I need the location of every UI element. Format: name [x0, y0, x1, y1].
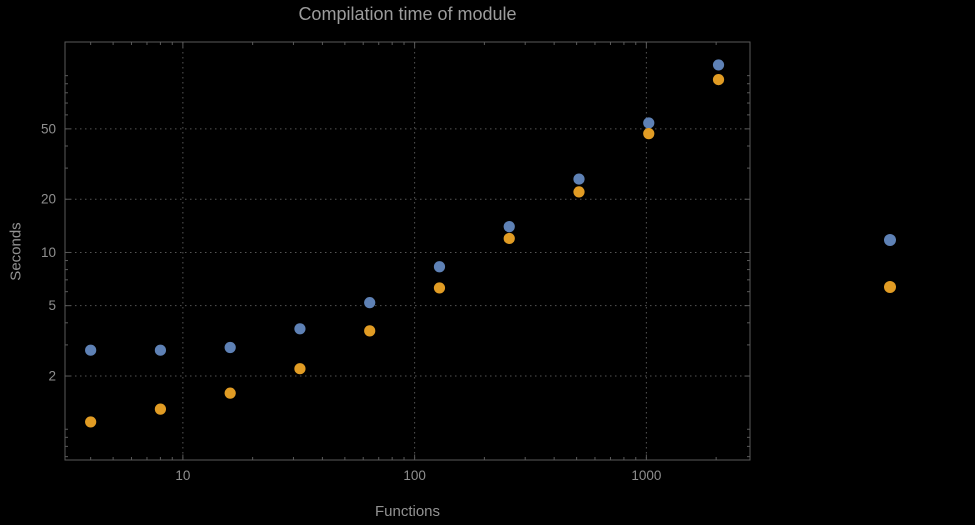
x-tick-label: 10 — [175, 468, 190, 483]
y-tick-label: 20 — [41, 192, 56, 207]
y-tick-label: 5 — [48, 298, 56, 313]
plot-frame — [64, 41, 751, 461]
data-point-series-2 — [85, 416, 97, 428]
x-tick-label: 1000 — [631, 468, 661, 483]
chart-title: Compilation time of module — [298, 4, 517, 24]
data-point-series-2 — [154, 403, 167, 415]
legend-marker-series-2 — [884, 281, 896, 293]
data-point-series-1 — [643, 117, 655, 129]
data-point-series-1 — [712, 59, 725, 71]
data-point-series-2 — [503, 232, 515, 245]
data-point-series-2 — [573, 186, 585, 198]
y-axis-label: Seconds — [7, 222, 25, 281]
legend-marker-series-1 — [884, 234, 896, 246]
data-point-series-1 — [573, 173, 585, 185]
data-point-series-1 — [433, 261, 446, 273]
y-tick-label: 10 — [41, 245, 56, 260]
data-point-series-1 — [294, 323, 306, 335]
data-point-series-2 — [294, 363, 306, 375]
data-point-series-1 — [503, 221, 515, 233]
data-point-series-2 — [364, 325, 376, 337]
data-point-series-2 — [433, 282, 446, 294]
data-point-series-2 — [643, 128, 655, 140]
y-tick-label: 2 — [48, 369, 56, 384]
y-tick-label: 50 — [41, 121, 56, 136]
data-point-series-2 — [224, 387, 236, 399]
x-axis-label: Functions — [374, 503, 441, 520]
data-point-series-1 — [224, 341, 236, 354]
data-point-series-1 — [364, 297, 376, 309]
x-tick-label: 100 — [403, 468, 426, 483]
legend — [884, 234, 896, 293]
data-point-series-1 — [154, 344, 167, 356]
data-point-series-2 — [712, 73, 725, 86]
data-point-series-1 — [85, 344, 97, 356]
